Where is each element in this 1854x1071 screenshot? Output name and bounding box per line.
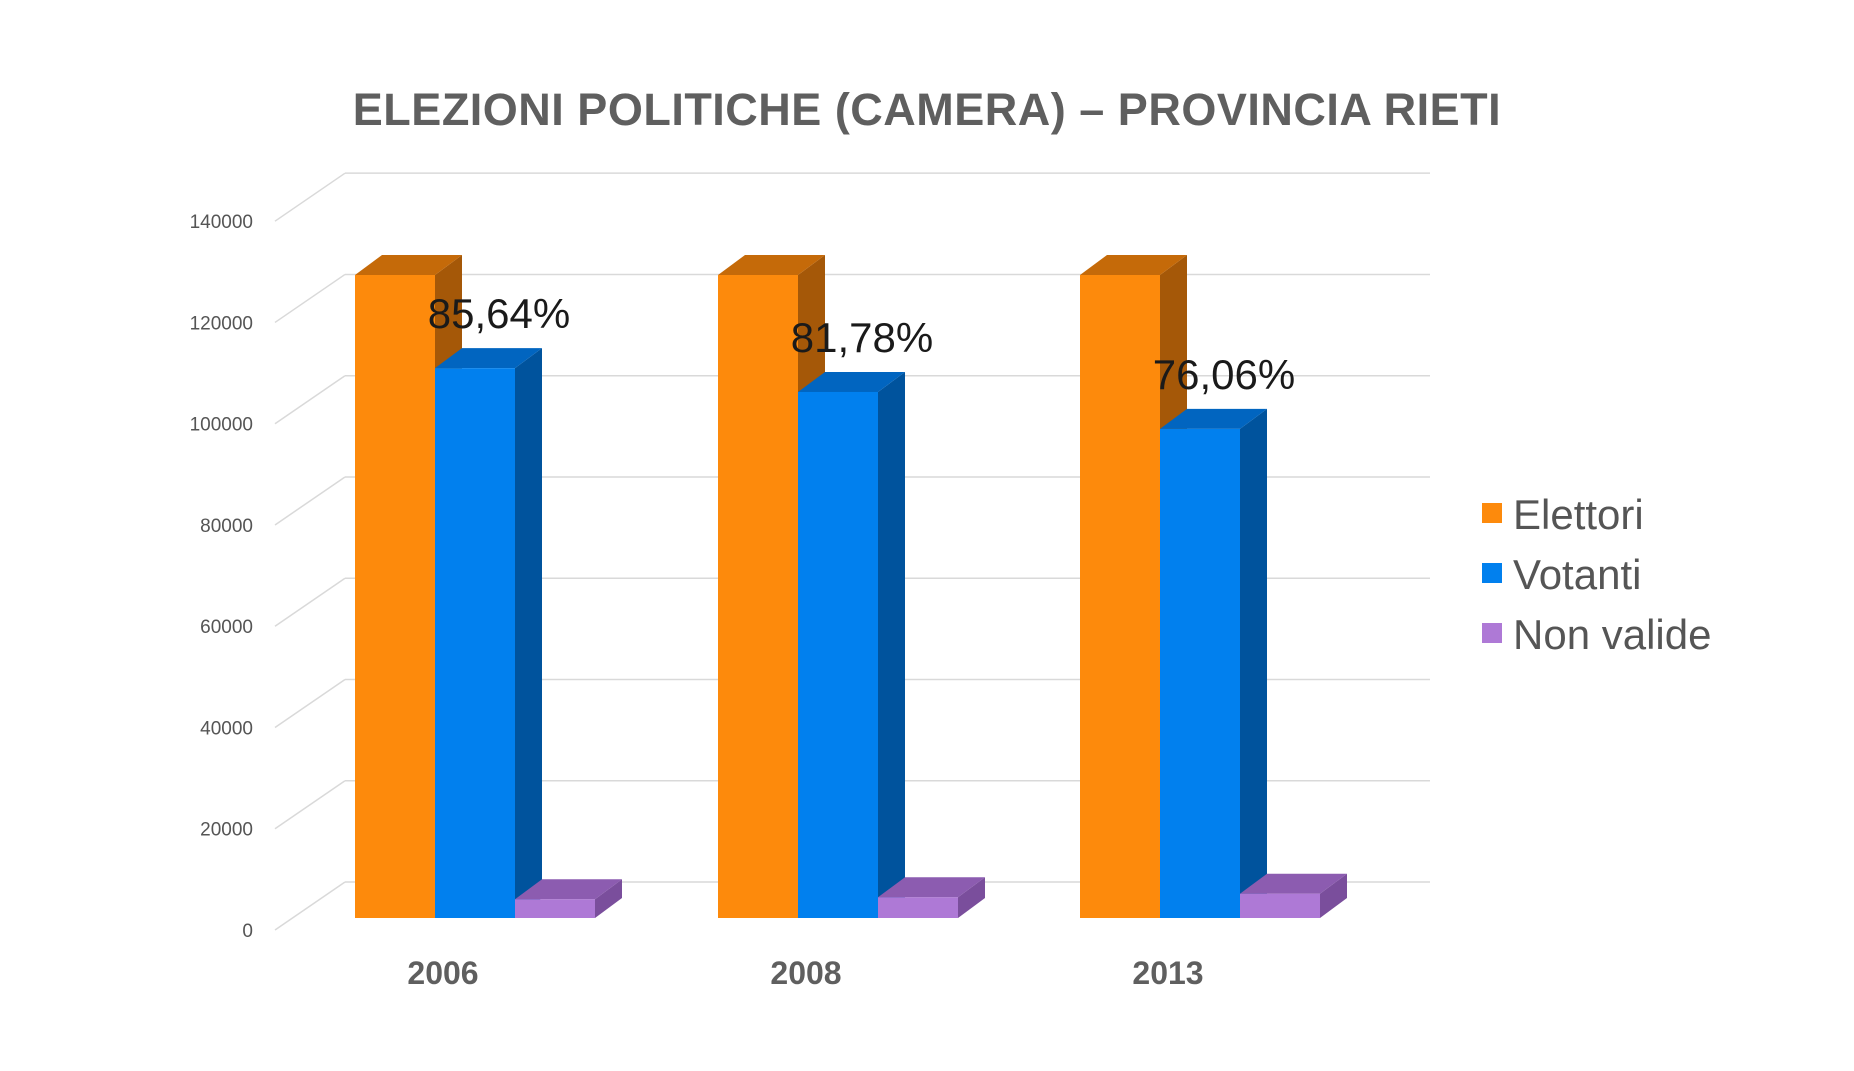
- bar-top: [1240, 873, 1347, 894]
- data-label-percent: 81,78%: [791, 314, 933, 361]
- legend-swatch: [1482, 503, 1502, 523]
- y-tick-label: 100000: [190, 415, 253, 436]
- y-tick-label: 120000: [190, 313, 253, 334]
- legend-label: Elettori: [1513, 491, 1644, 538]
- bar-top: [798, 371, 905, 392]
- bar-front: [878, 897, 958, 918]
- bar-votanti-2008: [798, 371, 905, 919]
- bar-votanti-2013: [1160, 408, 1267, 918]
- bar-non-valide-2013: [1240, 873, 1347, 918]
- bar-votanti-2006: [435, 348, 542, 918]
- x-category-label: 2013: [1132, 955, 1203, 991]
- y-tick-label: 80000: [200, 516, 253, 537]
- legend-label: Non valide: [1513, 611, 1711, 658]
- bar-front: [718, 275, 798, 918]
- bar-side: [1320, 873, 1347, 918]
- legend-swatch: [1482, 563, 1502, 583]
- x-category-label: 2006: [407, 955, 478, 991]
- bar-front: [1160, 428, 1240, 918]
- bar-top: [1080, 255, 1187, 275]
- bar-front: [1080, 275, 1160, 918]
- y-tick-label: 0: [242, 921, 253, 942]
- data-label-percent: 85,64%: [428, 290, 570, 337]
- bar-non-valide-2006: [515, 879, 622, 918]
- gridline-diagonal: [274, 780, 346, 830]
- bar-side: [595, 879, 622, 918]
- bar-side: [515, 348, 542, 918]
- bar-side: [878, 371, 905, 919]
- bar-side: [958, 877, 985, 918]
- data-labels: 85,64% 81,78% 76,06%: [428, 290, 1295, 398]
- bar-front: [798, 391, 878, 919]
- bar-front: [515, 899, 595, 918]
- chart-title: ELEZIONI POLITICHE (CAMERA) – PROVINCIA …: [352, 84, 1502, 135]
- gridline-diagonal: [274, 678, 346, 729]
- x-axis-categories: 2006 2008 2013: [407, 955, 1203, 991]
- y-axis-ticks: 0 20000 40000 60000 80000 100000 120000 140000: [190, 212, 253, 942]
- bars: [355, 255, 1347, 919]
- bar-front: [435, 368, 515, 918]
- gridline-diagonal: [274, 881, 346, 931]
- legend: Elettori Votanti Non valide: [1482, 491, 1711, 658]
- legend-label: Votanti: [1513, 551, 1641, 598]
- bar-side: [1240, 408, 1267, 918]
- bar-top: [878, 877, 985, 898]
- bar-top: [515, 879, 622, 900]
- bar-non-valide-2008: [878, 877, 985, 918]
- bar-top: [355, 255, 462, 275]
- bar-top: [435, 348, 542, 369]
- y-tick-label: 60000: [200, 617, 253, 638]
- data-label-percent: 76,06%: [1153, 351, 1295, 398]
- bar-top: [1160, 408, 1267, 429]
- bar-front: [355, 275, 435, 918]
- gridline-diagonal: [274, 476, 346, 526]
- y-tick-label: 40000: [200, 718, 253, 739]
- gridline-diagonal: [274, 375, 346, 425]
- gridline-diagonal: [274, 172, 346, 222]
- x-category-label: 2008: [770, 955, 841, 991]
- y-tick-label: 140000: [190, 212, 253, 233]
- bar-top: [718, 255, 825, 275]
- y-tick-label: 20000: [200, 820, 253, 841]
- bar-front: [1240, 893, 1320, 918]
- legend-swatch: [1482, 623, 1502, 643]
- gridline-diagonal: [274, 273, 346, 324]
- gridline-diagonal: [274, 577, 346, 627]
